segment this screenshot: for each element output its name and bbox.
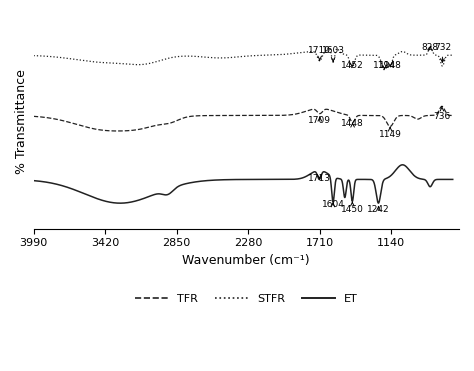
Text: 1710: 1710 [308,46,331,61]
Text: 1242: 1242 [367,205,390,214]
Text: 1604: 1604 [321,200,345,209]
Legend: TFR, STFR, ET: TFR, STFR, ET [130,290,362,309]
Text: 1194: 1194 [373,61,396,70]
Text: 1709: 1709 [308,116,331,125]
Text: 1450: 1450 [341,202,364,214]
Text: 1448: 1448 [341,119,364,128]
Y-axis label: % Transmittance: % Transmittance [15,69,28,174]
Text: 732: 732 [434,43,451,62]
Text: 1603: 1603 [322,46,345,61]
Text: 1148: 1148 [379,61,401,70]
Text: 1149: 1149 [379,127,401,139]
Text: 828: 828 [422,43,439,52]
Text: 1452: 1452 [341,61,364,70]
Text: 736: 736 [433,106,451,121]
X-axis label: Wavenumber (cm⁻¹): Wavenumber (cm⁻¹) [182,254,310,267]
Text: 1713: 1713 [308,174,331,183]
